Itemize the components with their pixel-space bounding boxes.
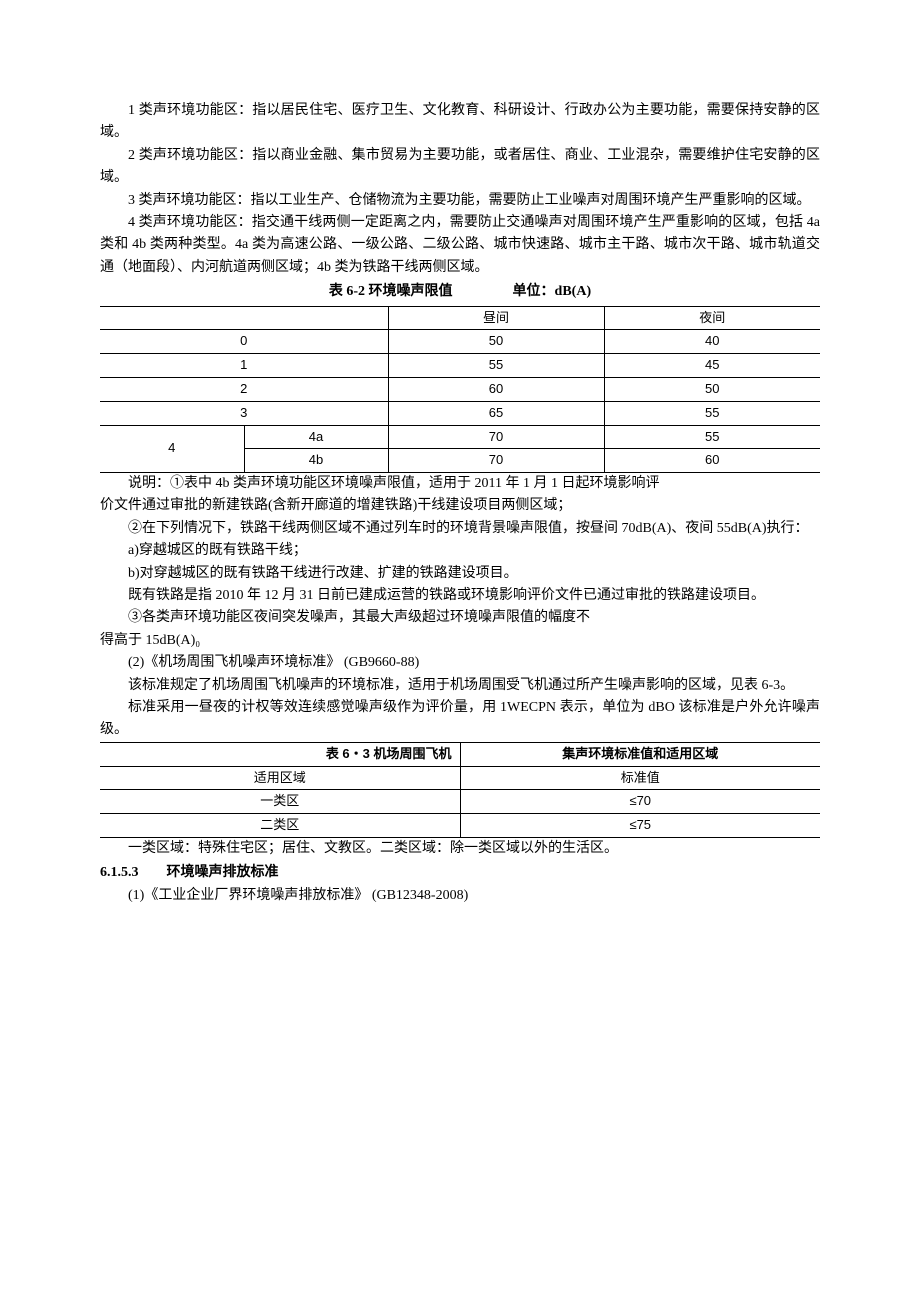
- zone-note: 一类区域：特殊住宅区；居住、文教区。二类区域：除一类区域以外的生活区。: [100, 838, 820, 860]
- paragraph-zone-2: 2 类声环境功能区：指以商业金融、集市贸易为主要功能，或者居住、商业、工业混杂，…: [100, 145, 820, 190]
- table-row: 适用区域 标准值: [100, 766, 820, 790]
- note-2c: 既有铁路是指 2010 年 12 月 31 日前已建成运营的铁路或环境影响评价文…: [100, 585, 820, 607]
- section-number: 6.1.5.3: [100, 865, 139, 880]
- paragraph-zone-4: 4 类声环境功能区：指交通干线两侧一定距离之内，需要防止交通噪声对周围环境产生严…: [100, 212, 820, 279]
- table-6-3-title-right: 集声环境标准值和适用区域: [460, 742, 820, 766]
- ref-2-desc: 该标准规定了机场周围飞机噪声的环境标准，适用于机场周围受飞机通过所产生噪声影响的…: [100, 675, 820, 697]
- section-heading: 6.1.5.3 环境噪声排放标准: [100, 862, 820, 884]
- table-6-2-title-right: 单位：dB(A): [513, 281, 592, 303]
- table-row: 一类区 ≤70: [100, 790, 820, 814]
- paragraph-zone-1: 1 类声环境功能区：指以居民住宅、医疗卫生、文化教育、科研设计、行政办公为主要功…: [100, 100, 820, 145]
- table-row: 4 4a 70 55: [100, 425, 820, 449]
- table-row: 0 50 40: [100, 330, 820, 354]
- table-row: 二类区 ≤75: [100, 814, 820, 838]
- table-row: 2 60 50: [100, 377, 820, 401]
- header-night: 夜间: [604, 306, 820, 330]
- table-row: 昼间 夜间: [100, 306, 820, 330]
- table-row: 3 65 55: [100, 401, 820, 425]
- table-6-2-title: 表 6-2 环境噪声限值 单位：dB(A): [100, 281, 820, 303]
- ref-2-desc2: 标准采用一昼夜的计权等效连续感觉噪声级作为评价量，用 1WECPN 表示，单位为…: [100, 697, 820, 742]
- table-row: 1 55 45: [100, 354, 820, 378]
- paragraph-zone-3: 3 类声环境功能区：指以工业生产、仓储物流为主要功能，需要防止工业噪声对周围环境…: [100, 190, 820, 212]
- header-day: 昼间: [388, 306, 604, 330]
- table-6-2-title-left: 表 6-2 环境噪声限值: [329, 281, 453, 303]
- note-2: ②在下列情况下，铁路干线两侧区域不通过列车时的环境背景噪声限值，按昼间 70dB…: [100, 518, 820, 540]
- note-1-line1: 说明：①表中 4b 类声环境功能区环境噪声限值，适用于 2011 年 1 月 1…: [100, 473, 820, 495]
- table-6-3-title-left: 表 6・3 机场周围飞机: [100, 742, 460, 766]
- note-2a: a)穿越城区的既有铁路干线；: [100, 540, 820, 562]
- ref-2: (2)《机场周围飞机噪声环境标准》 (GB9660-88): [100, 652, 820, 674]
- note-3-line2: 得高于 15dB(A)₀: [100, 630, 820, 652]
- note-1-line2: 价文件通过审批的新建铁路(含新开廊道的增建铁路)干线建设项目两侧区域；: [100, 495, 820, 517]
- note-2b: b)对穿越城区的既有铁路干线进行改建、扩建的铁路建设项目。: [100, 563, 820, 585]
- section-title: 环境噪声排放标准: [167, 865, 279, 880]
- note-3-line1: ③各类声环境功能区夜间突发噪声，其最大声级超过环境噪声限值的幅度不: [100, 607, 820, 629]
- ref-3: (1)《工业企业厂界环境噪声排放标准》 (GB12348-2008): [100, 885, 820, 907]
- table-6-3: 表 6・3 机场周围飞机 集声环境标准值和适用区域 适用区域 标准值 一类区 ≤…: [100, 742, 820, 838]
- table-row: 表 6・3 机场周围飞机 集声环境标准值和适用区域: [100, 742, 820, 766]
- table-6-2: 昼间 夜间 0 50 40 1 55 45 2 60 50 3 65 55 4 …: [100, 306, 820, 474]
